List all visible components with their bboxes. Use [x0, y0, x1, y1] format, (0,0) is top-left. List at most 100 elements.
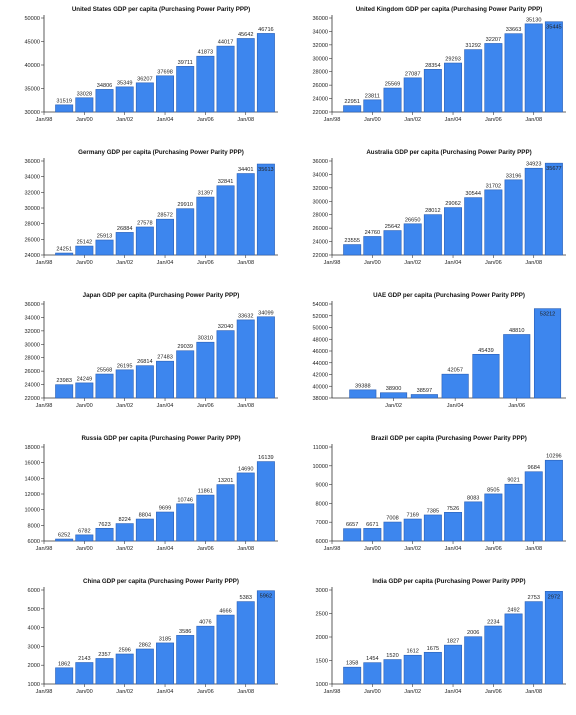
data-label: 26650 [405, 217, 421, 223]
data-label: 34401 [238, 167, 254, 173]
bar [236, 319, 255, 399]
y-tick-label: 28000 [24, 222, 40, 228]
bar [216, 45, 235, 113]
y-tick-label: 30000 [24, 206, 40, 212]
y-tick-label: 36000 [312, 16, 328, 22]
bar [363, 662, 382, 685]
bar [363, 236, 382, 256]
data-label: 7385 [427, 508, 439, 514]
bar [236, 472, 255, 542]
bar [464, 636, 483, 685]
bar [349, 389, 377, 399]
data-label: 25569 [385, 82, 401, 88]
data-label: 25642 [385, 224, 401, 230]
y-tick-label: 46000 [312, 349, 328, 355]
data-label: 2357 [98, 652, 110, 658]
x-tick-label: Jan/00 [76, 689, 93, 695]
bar [383, 87, 402, 113]
x-tick-label: Jan/02 [385, 403, 402, 409]
bar [533, 308, 562, 399]
y-tick-label: 30000 [312, 199, 328, 205]
data-label: 41873 [198, 50, 214, 56]
x-tick-label: Jan/08 [237, 403, 254, 409]
bar [524, 471, 543, 542]
y-tick-label: 2500 [316, 612, 328, 618]
bar [115, 523, 134, 542]
data-label: 5383 [239, 595, 251, 601]
data-label: 29293 [445, 57, 461, 63]
x-tick-label: Jan/98 [36, 546, 53, 552]
bar [383, 521, 402, 542]
y-tick-label: 34000 [24, 315, 40, 321]
x-tick-label: Jan/00 [76, 260, 93, 266]
x-tick-label: Jan/06 [485, 260, 502, 266]
data-label: 10296 [546, 454, 562, 460]
y-tick-label: 24000 [24, 383, 40, 389]
data-label: 48810 [509, 328, 525, 334]
bar [55, 104, 74, 113]
x-tick-label: Jan/06 [485, 117, 502, 123]
data-label: 1612 [406, 649, 418, 655]
data-label: 32841 [218, 179, 234, 185]
y-tick-label: 6000 [28, 588, 40, 594]
bar [196, 625, 215, 685]
data-label: 1675 [427, 646, 439, 652]
y-tick-label: 9000 [316, 483, 328, 489]
data-label: 32207 [486, 37, 502, 43]
chart-title: China GDP per capita (Purchasing Power P… [83, 578, 239, 585]
bar [484, 493, 503, 542]
x-tick-label: Jan/00 [364, 546, 381, 552]
y-tick-label: 14000 [24, 476, 40, 482]
y-tick-label: 10000 [312, 464, 328, 470]
bar [383, 230, 402, 256]
bar [156, 75, 175, 113]
x-tick-label: Jan/06 [197, 689, 214, 695]
data-label: 11861 [198, 489, 213, 495]
data-label: 31702 [486, 183, 502, 189]
data-label: 2006 [467, 630, 479, 636]
x-tick-label: Jan/02 [116, 260, 133, 266]
x-tick-label: Jan/08 [237, 689, 254, 695]
x-tick-label: Jan/98 [36, 689, 53, 695]
bar [544, 459, 563, 542]
data-label: 42057 [447, 368, 463, 374]
y-tick-label: 28000 [312, 70, 328, 76]
bar [403, 654, 422, 685]
chart-title: Japan GDP per capita (Purchasing Power P… [83, 292, 240, 299]
y-tick-label: 50000 [312, 326, 328, 332]
y-tick-label: 40000 [312, 384, 328, 390]
data-label: 33196 [506, 173, 522, 179]
data-label: 2972 [548, 594, 560, 600]
bar [383, 659, 402, 685]
bar [176, 635, 195, 685]
bar [343, 105, 362, 113]
data-label: 31292 [465, 43, 481, 49]
data-label: 2753 [527, 595, 539, 601]
y-tick-label: 2000 [28, 663, 40, 669]
data-label: 35130 [526, 17, 542, 23]
x-tick-label: Jan/02 [116, 403, 133, 409]
x-tick-label: Jan/00 [76, 117, 93, 123]
data-label: 1358 [346, 661, 358, 667]
x-tick-label: Jan/02 [404, 689, 421, 695]
bar [464, 49, 483, 113]
y-tick-label: 3000 [316, 588, 328, 594]
data-label: 9699 [159, 506, 171, 512]
y-tick-label: 44000 [312, 361, 328, 367]
y-tick-label: 24000 [24, 253, 40, 259]
data-label: 35445 [546, 25, 562, 31]
x-tick-label: Jan/04 [157, 546, 174, 552]
data-label: 30310 [198, 336, 214, 342]
bar [236, 601, 255, 685]
bar [464, 501, 483, 542]
x-tick-label: Jan/98 [324, 117, 341, 123]
data-label: 25568 [97, 368, 113, 374]
y-tick-label: 8000 [28, 523, 40, 529]
chart-title: UAE GDP per capita (Purchasing Power Par… [373, 292, 525, 299]
data-label: 5962 [260, 594, 272, 600]
data-label: 34923 [526, 162, 542, 168]
bar [464, 197, 483, 256]
chart-title: Germany GDP per capita (Purchasing Power… [78, 149, 244, 156]
data-label: 13201 [218, 478, 234, 484]
data-label: 23555 [344, 238, 360, 244]
